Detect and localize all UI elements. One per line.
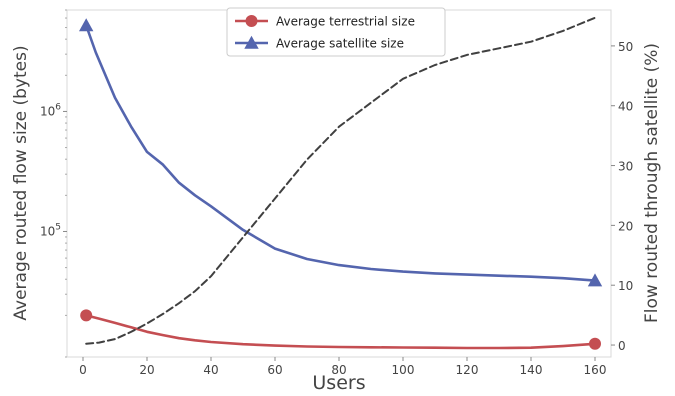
y-right-tick-label: 0 xyxy=(618,339,626,353)
y-right-tick-label: 10 xyxy=(618,279,633,293)
x-tick-label: 20 xyxy=(139,363,154,377)
x-tick-label: 0 xyxy=(79,363,87,377)
series-1-marker xyxy=(79,18,94,32)
series-0-marker xyxy=(589,337,601,350)
x-tick-label: 160 xyxy=(584,363,607,377)
legend-box xyxy=(226,7,446,57)
y-left-axis-label: Average routed flow size (bytes) xyxy=(11,45,31,320)
x-tick-label: 80 xyxy=(331,363,346,377)
x-tick-label: 120 xyxy=(456,363,479,377)
x-tick-label: 60 xyxy=(267,363,282,377)
legend-label: Average terrestrial size xyxy=(276,15,415,29)
y-left-axis-ticks: 105 106 xyxy=(40,9,67,358)
y-right-tick-label: 30 xyxy=(618,160,633,174)
x-tick-label: 100 xyxy=(392,363,415,377)
x-tick-label: 140 xyxy=(520,363,543,377)
series-1-marker xyxy=(587,273,603,287)
y-right-tick-label: 40 xyxy=(618,100,633,114)
x-axis-label: Users xyxy=(312,372,365,394)
series-line-1 xyxy=(84,24,597,282)
series-layer xyxy=(79,16,603,350)
y-right-axis-label: Flow routed through satellite (%) xyxy=(642,43,662,323)
legend-marker xyxy=(244,35,259,49)
y-right-tick-label: 20 xyxy=(618,219,633,233)
legend-label: Average satellite size xyxy=(276,37,404,51)
y-left-tick-label: 105 xyxy=(40,222,61,238)
x-tick-label: 40 xyxy=(203,363,218,377)
y-left-tick-label: 106 xyxy=(40,102,61,118)
plot-frame xyxy=(66,9,612,358)
series-line-0 xyxy=(84,314,597,350)
series-0-marker xyxy=(80,309,93,322)
y-right-tick-label: 50 xyxy=(618,40,633,54)
series-line-2 xyxy=(85,16,596,345)
x-axis-ticks: 0 20 40 60 80 100 120 140 160 xyxy=(79,357,606,377)
y-right-axis-ticks: 0 10 20 30 40 50 xyxy=(611,40,633,353)
legend-marker xyxy=(245,15,258,27)
legend: Average terrestrial size Average satellit… xyxy=(226,7,446,57)
